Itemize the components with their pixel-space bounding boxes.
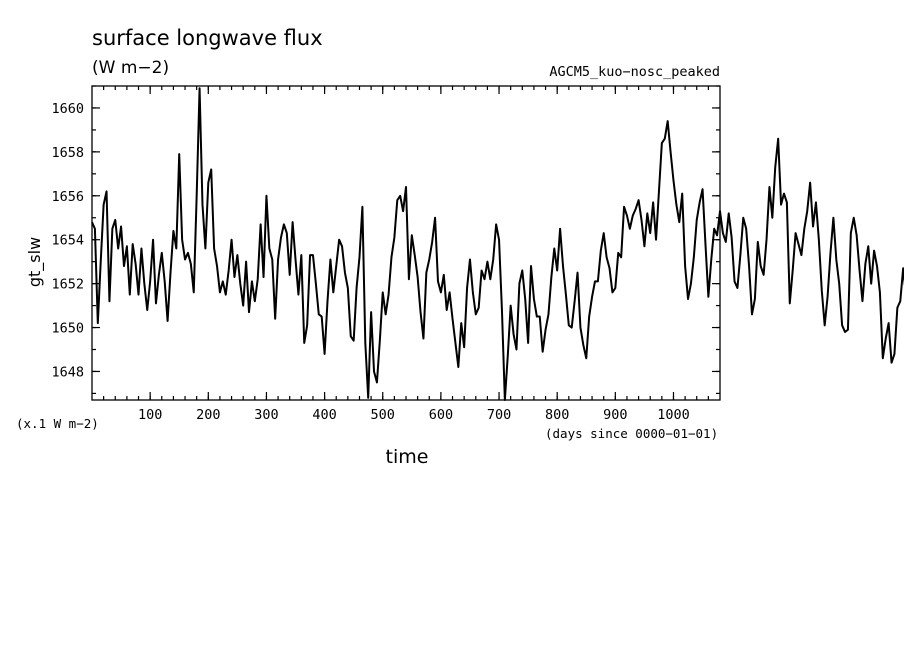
y-tick-label: 1650 [51, 321, 84, 337]
y-tick-label: 1660 [51, 101, 84, 117]
x-tick-label: 700 [487, 407, 511, 423]
run-name-label: AGCM5_kuo−nosc_peaked [549, 64, 720, 80]
x-tick-label: 600 [429, 407, 453, 423]
y-axis-label: gt_slw [25, 237, 45, 287]
series-line [91, 87, 904, 401]
y-tick-label: 1656 [51, 189, 84, 205]
y-tick-label: 1648 [51, 364, 84, 380]
x-tick-label: 300 [254, 407, 278, 423]
x-tick-label: 100 [138, 407, 162, 423]
axis-ticks [92, 85, 720, 400]
x-tick-label: 400 [312, 407, 336, 423]
x-tick-label: 900 [603, 407, 627, 423]
y-tick-label: 1658 [51, 145, 84, 161]
x-tick-label: 500 [371, 407, 395, 423]
axis-tick-labels: 100 200 300 400 500 600 700 800 900 1000 1648 1650 1… [51, 101, 689, 423]
x-tick-label: 200 [196, 407, 220, 423]
x-tick-label: 1000 [657, 407, 690, 423]
plot-frame [91, 85, 721, 401]
x-axis-label: time [386, 446, 429, 468]
y-scale-note: (x.1 W m−2) [16, 416, 99, 431]
x-tick-label: 800 [545, 407, 569, 423]
y-tick-label: 1654 [51, 233, 84, 249]
chart-title: surface longwave flux [92, 26, 323, 50]
y-tick-label: 1652 [51, 277, 84, 293]
x-axis-units: (days since 0000−01−01) [545, 426, 718, 441]
chart-units: (W m−2) [92, 58, 169, 78]
